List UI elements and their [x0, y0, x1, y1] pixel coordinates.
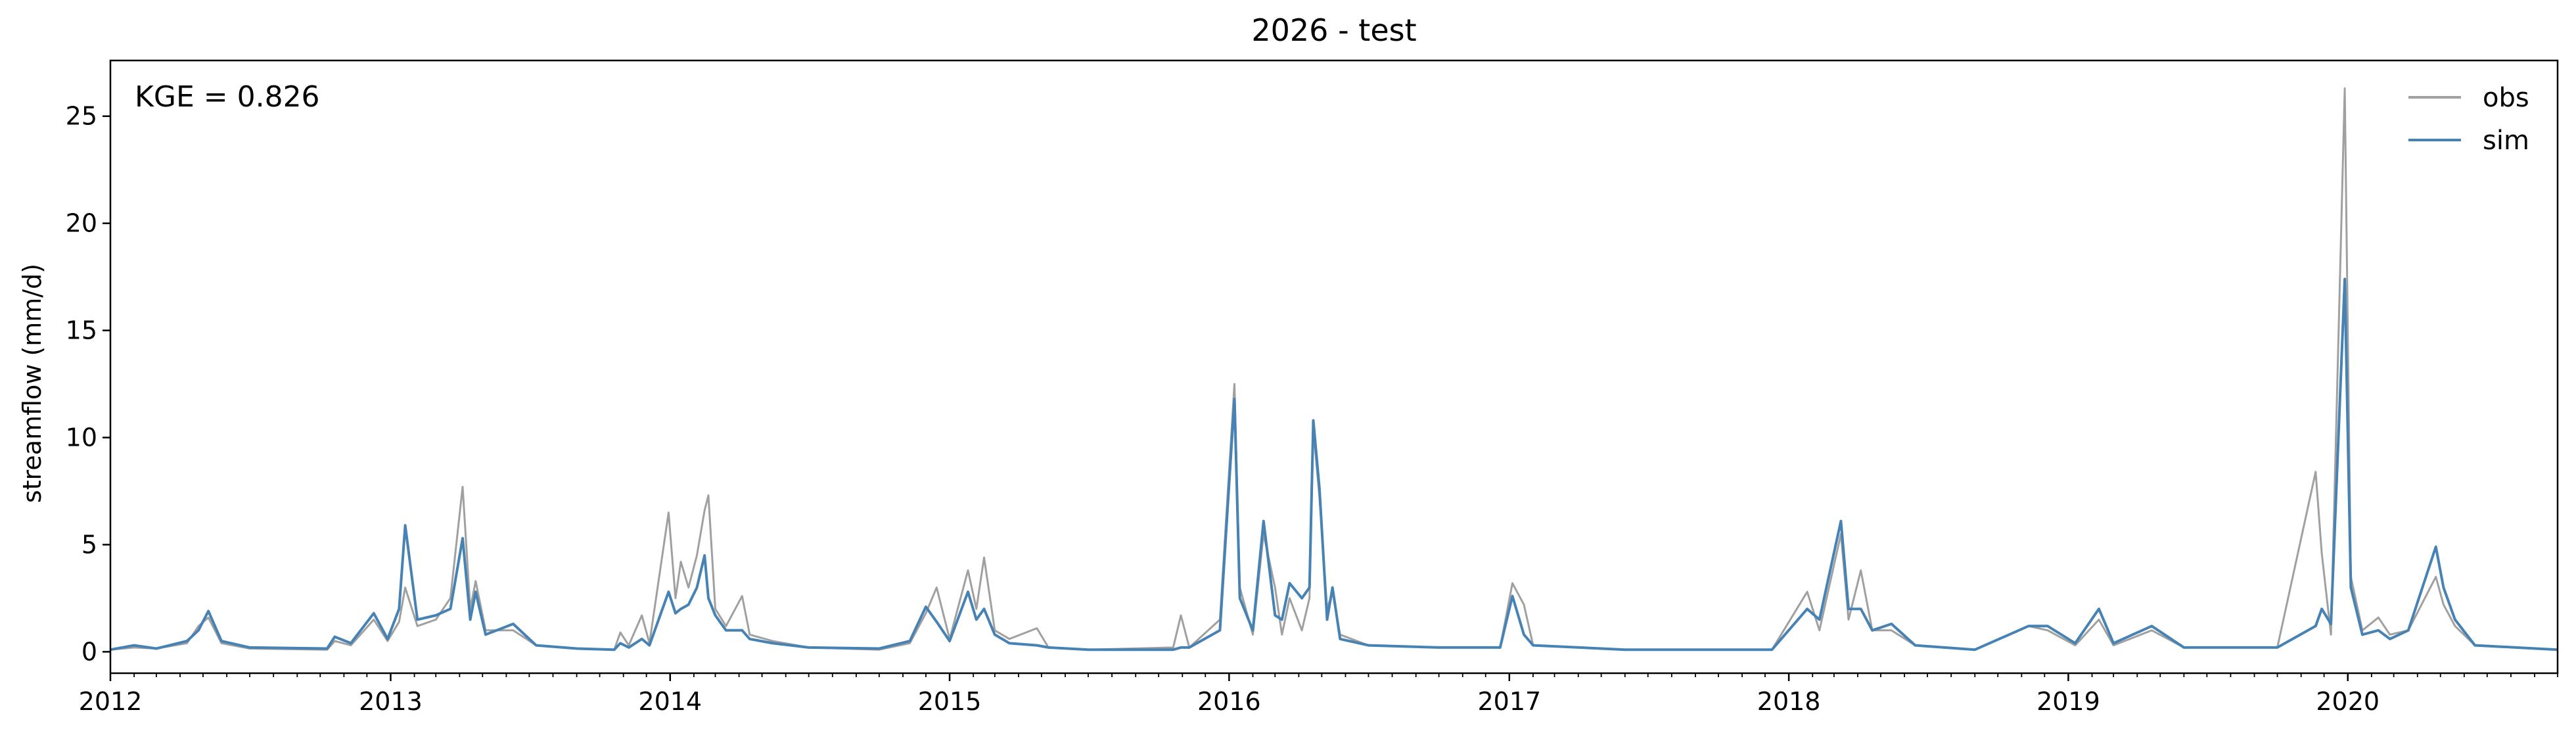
y-tick-label: 0	[81, 637, 97, 666]
y-tick-label: 15	[66, 316, 97, 345]
x-tick-label: 2013	[359, 687, 423, 716]
x-tick-label: 2020	[2316, 687, 2380, 716]
x-tick-label: 2015	[918, 687, 982, 716]
axis-ticks: 0 5 10 15 20 25 2012 2013 2014 2015 2016 2017 2018 20…	[66, 102, 2558, 716]
kge-annotation: KGE = 0.826	[135, 80, 320, 114]
legend-label-obs: obs	[2483, 83, 2529, 113]
x-tick-label: 2012	[79, 687, 143, 716]
x-tick-label: 2016	[1197, 687, 1261, 716]
x-tick-label: 2018	[1757, 687, 1821, 716]
y-tick-label: 10	[66, 423, 97, 452]
x-tick-label: 2019	[2036, 687, 2100, 716]
y-tick-label: 5	[81, 530, 97, 559]
x-tick-label: 2017	[1477, 687, 1541, 716]
series-layer	[110, 87, 2558, 652]
y-axis-label: streamflow (mm/d)	[18, 264, 47, 503]
y-tick-label: 25	[66, 102, 97, 131]
series-line-sim	[110, 277, 2558, 652]
legend-label-sim: sim	[2483, 126, 2529, 156]
x-tick-label: 2014	[638, 687, 702, 716]
plot-frame	[109, 59, 2559, 675]
series-line-obs	[110, 87, 2558, 651]
y-tick-label: 20	[66, 209, 97, 238]
chart-title: 2026 - test	[1251, 12, 1416, 48]
legend: obs sim	[2408, 83, 2529, 156]
